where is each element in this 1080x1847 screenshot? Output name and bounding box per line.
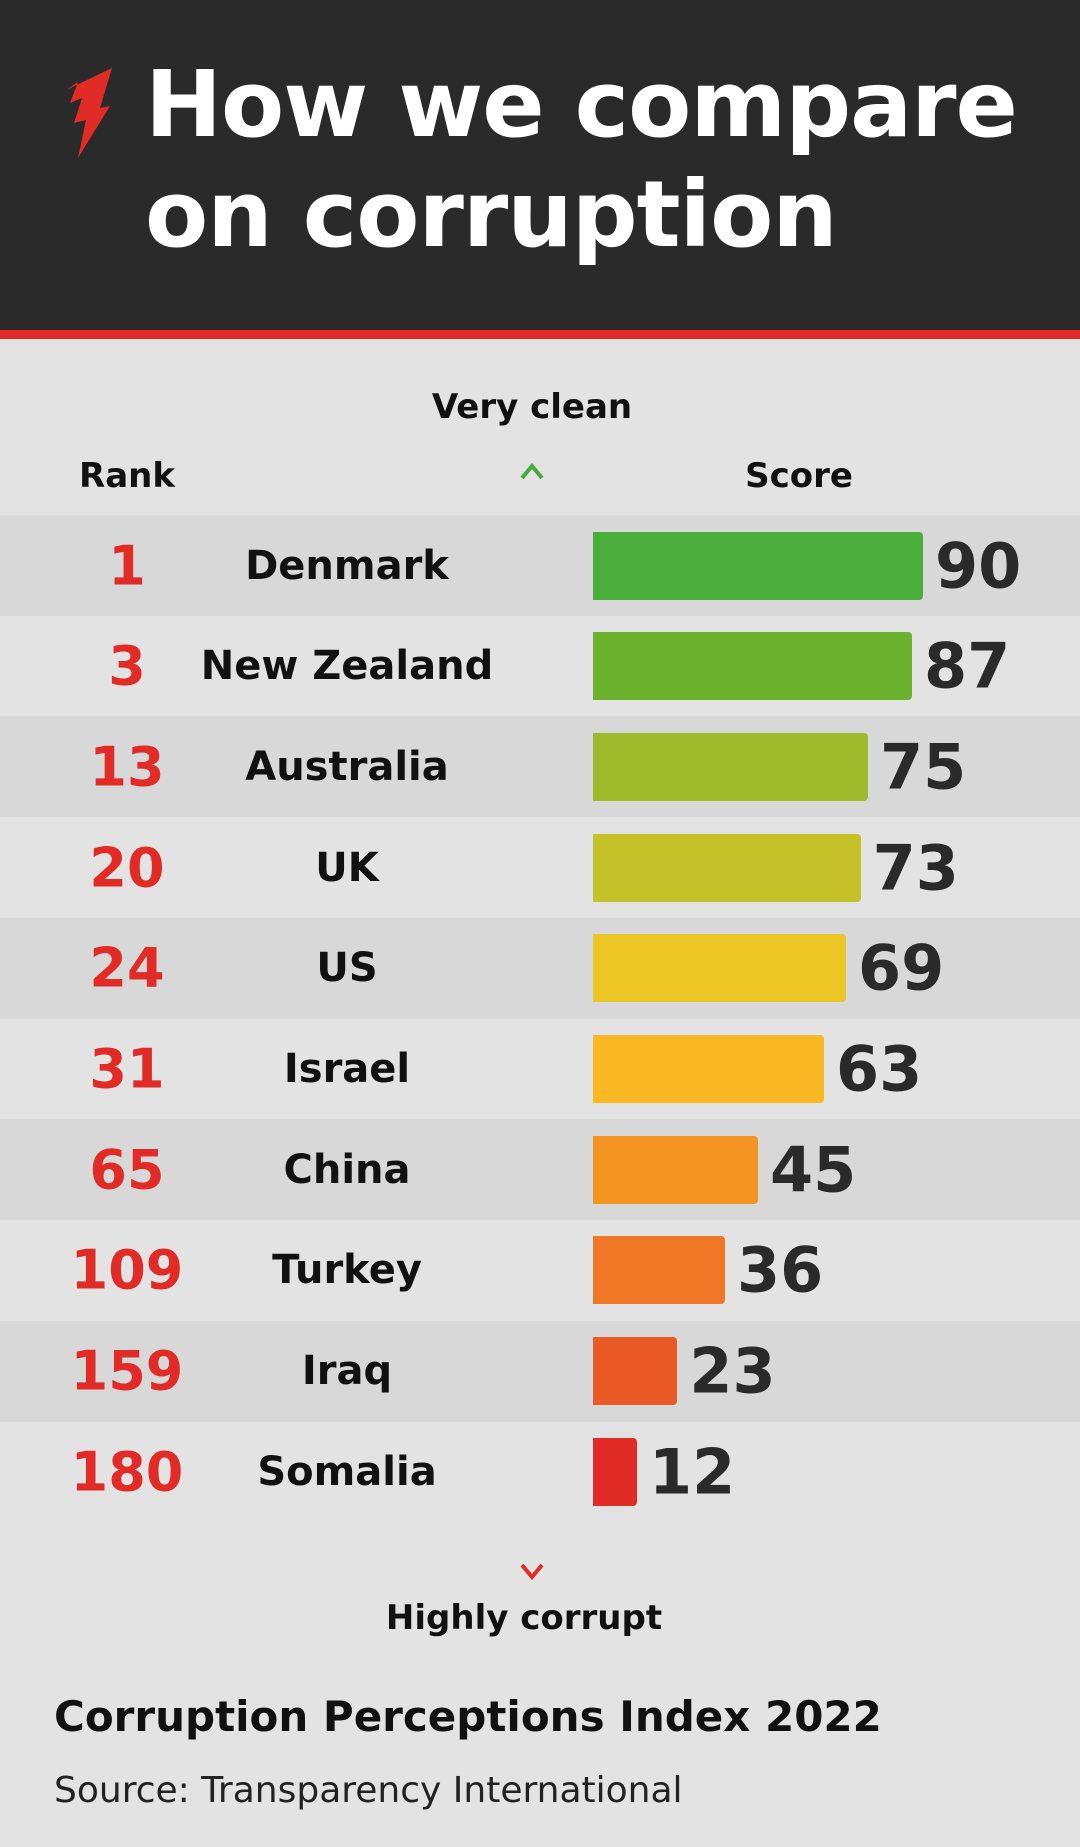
rank-header: Rank xyxy=(79,456,175,496)
title-line-1: How we compare xyxy=(145,51,1018,158)
rank-value: 13 xyxy=(89,735,165,799)
country-label: China xyxy=(283,1146,411,1193)
score-bar xyxy=(593,833,861,902)
score-value: 23 xyxy=(689,1334,776,1408)
country-label: Australia xyxy=(245,743,449,790)
country-label: New Zealand xyxy=(200,643,494,690)
score-value: 69 xyxy=(858,931,945,1005)
score-value: 87 xyxy=(924,629,1011,703)
score-value: 12 xyxy=(649,1435,736,1509)
score-value: 36 xyxy=(737,1233,824,1307)
country-label: Iraq xyxy=(301,1348,393,1395)
score-header: Score xyxy=(745,456,853,496)
rank-value: 24 xyxy=(89,936,165,1000)
table-row: 13 Australia 75 xyxy=(0,716,1080,818)
table-row: 1 Denmark 90 xyxy=(0,515,1080,616)
country-label: Somalia xyxy=(257,1448,437,1495)
score-bar xyxy=(593,632,912,701)
table-row: 65 China 45 xyxy=(0,1119,1080,1221)
table-row: 180 Somalia 12 xyxy=(0,1421,1080,1522)
rank-value: 3 xyxy=(108,634,146,698)
score-value: 90 xyxy=(935,529,1022,602)
score-bar xyxy=(593,732,868,801)
rank-value: 31 xyxy=(89,1037,165,1101)
very-clean-label: Very clean xyxy=(431,387,633,427)
country-label: US xyxy=(316,945,378,992)
score-bar xyxy=(593,1135,758,1204)
score-bar xyxy=(593,934,846,1003)
sbs-logo-icon xyxy=(66,68,112,158)
header xyxy=(0,0,1080,330)
score-bar xyxy=(593,531,923,600)
rank-value: 20 xyxy=(89,836,165,900)
accent-stripe xyxy=(0,330,1080,339)
clean-corrupt-axis xyxy=(520,462,544,1581)
score-value: 73 xyxy=(872,831,959,905)
table-row: 20 UK 73 xyxy=(0,817,1080,918)
source-text: Source: Transparency International xyxy=(54,1770,683,1811)
arrow-down-icon xyxy=(520,1563,544,1581)
country-label: Turkey xyxy=(272,1247,422,1294)
country-label: Denmark xyxy=(245,542,449,589)
rank-value: 109 xyxy=(70,1238,184,1302)
page-title: How we compare on corruption xyxy=(145,50,1018,270)
score-bar xyxy=(593,1035,824,1103)
table-row: 109 Turkey 36 xyxy=(0,1220,1080,1321)
table-row: 24 US 69 xyxy=(0,917,1080,1019)
arrow-up-icon xyxy=(520,462,544,480)
country-label: UK xyxy=(315,844,379,891)
score-value: 75 xyxy=(880,730,967,804)
country-label: Israel xyxy=(283,1046,411,1092)
score-bar xyxy=(593,1337,678,1406)
table-row: 159 Iraq 23 xyxy=(0,1320,1080,1422)
table-row: 31 Israel 63 xyxy=(0,1019,1080,1120)
title-line-2: on corruption xyxy=(145,161,838,268)
score-bar xyxy=(593,1437,637,1506)
score-value: 63 xyxy=(836,1032,923,1106)
highly-corrupt-label: Highly corrupt xyxy=(385,1598,663,1638)
table-row: 3 New Zealand 87 xyxy=(0,616,1080,717)
rank-value: 65 xyxy=(89,1138,165,1202)
chart-title: Corruption Perceptions Index 2022 xyxy=(54,1692,882,1741)
rank-value: 180 xyxy=(70,1440,184,1504)
rank-value: 159 xyxy=(70,1339,184,1403)
rank-value: 1 xyxy=(108,534,146,597)
score-value: 45 xyxy=(770,1133,857,1207)
score-bar xyxy=(593,1236,725,1305)
